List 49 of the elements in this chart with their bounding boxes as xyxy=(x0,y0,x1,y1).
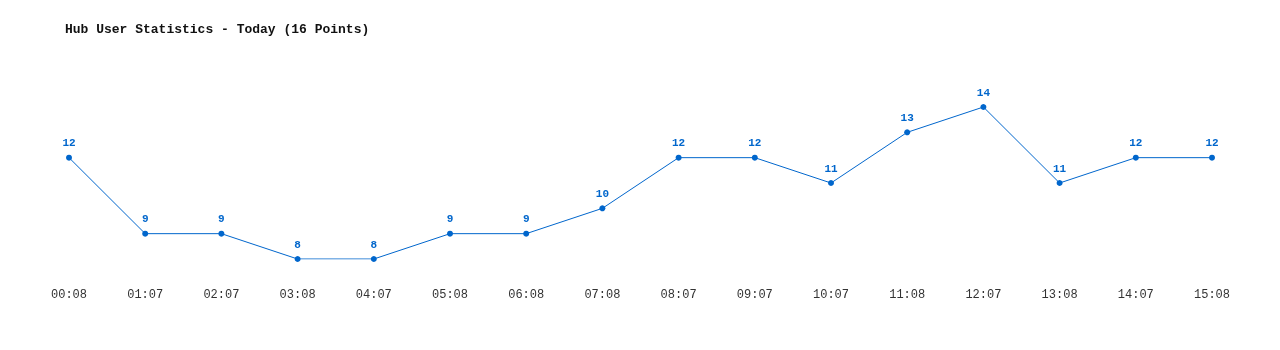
point xyxy=(751,154,758,161)
point xyxy=(66,154,72,161)
data-label: 12 xyxy=(748,137,762,150)
x-tick-label: 04:07 xyxy=(355,288,392,302)
data-label: 14 xyxy=(976,86,991,99)
x-tick-label: 13:08 xyxy=(1041,288,1078,302)
data-label: 10 xyxy=(595,187,609,200)
data-label: 12 xyxy=(672,137,686,150)
point xyxy=(1132,154,1139,161)
data-label: 9 xyxy=(141,213,149,226)
point xyxy=(294,256,301,262)
x-tick-label: 02:07 xyxy=(203,288,240,302)
point xyxy=(599,205,606,212)
data-label: 12 xyxy=(1129,137,1143,150)
data-label: 8 xyxy=(370,238,378,251)
point xyxy=(980,104,987,110)
data-label: 13 xyxy=(900,111,915,124)
point xyxy=(447,230,453,237)
x-tick-label: 10:07 xyxy=(812,288,850,302)
x-tick-label: 09:07 xyxy=(736,288,773,302)
data-label: 8 xyxy=(294,238,302,251)
point xyxy=(1056,180,1063,186)
point xyxy=(904,129,911,136)
x-tick-label: 11:08 xyxy=(889,288,926,302)
x-tick-label: 15:08 xyxy=(1193,288,1231,302)
data-label: 9 xyxy=(446,213,454,226)
x-tick-label: 03:08 xyxy=(279,288,316,302)
x-tick-label: 00:08 xyxy=(50,288,88,302)
data-label: 12 xyxy=(1205,137,1219,150)
point xyxy=(828,180,834,186)
x-tick-label: 05:08 xyxy=(431,288,469,302)
point xyxy=(218,230,225,237)
x-tick-label: 12:07 xyxy=(965,288,1002,302)
data-label: 11 xyxy=(1053,162,1067,175)
data-label: 11 xyxy=(824,162,838,175)
x-tick-label: 07:08 xyxy=(584,288,621,302)
chart-title: Hub User Statistics - Today (16 Points) xyxy=(65,22,370,37)
x-tick-label: 08:07 xyxy=(660,288,697,302)
point xyxy=(675,154,682,161)
data-label: 12 xyxy=(62,137,76,150)
point xyxy=(1209,154,1215,161)
x-tick-label: 06:08 xyxy=(508,288,545,302)
x-tick-label: 14:07 xyxy=(1117,288,1154,302)
point xyxy=(523,230,530,237)
point xyxy=(142,230,149,237)
x-tick-label: 01:07 xyxy=(127,288,164,302)
data-label: 9 xyxy=(522,213,530,226)
point xyxy=(370,256,377,262)
data-label: 9 xyxy=(218,213,225,226)
